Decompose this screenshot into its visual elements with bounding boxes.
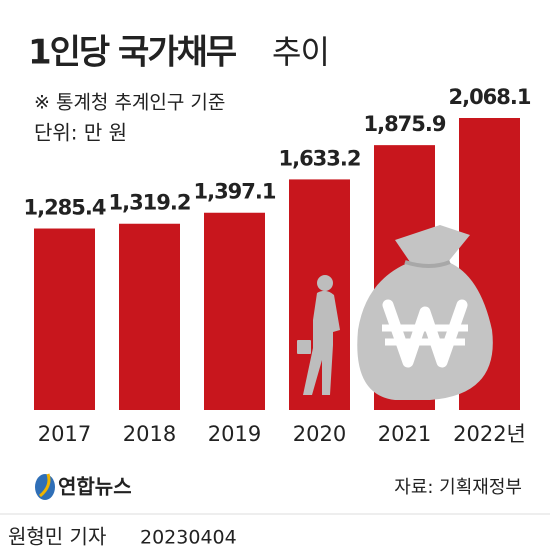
value-label: 2,068.1 (448, 85, 530, 109)
value-label: 1,319.2 (108, 191, 190, 215)
x-tick-label: 2020 (293, 422, 346, 446)
unit: 단위: 만 원 (34, 121, 127, 145)
source: 자료: 기획재정부 (394, 477, 522, 498)
bar (119, 223, 180, 410)
bar (204, 212, 265, 410)
chart-title: 1인당 국가채무 (28, 33, 237, 73)
x-tick-label: 2017 (38, 422, 91, 446)
x-tick-label: 2019 (208, 422, 261, 446)
x-tick-label: 2018 (123, 422, 176, 446)
value-label: 1,285.4 (23, 196, 105, 220)
value-label: 1,633.2 (278, 146, 360, 170)
logo: 연합뉴스 (35, 473, 132, 500)
chart-title-suffix: 추이 (272, 33, 329, 71)
byline: 원형민 기자 (8, 525, 106, 549)
value-label: 1,875.9 (363, 112, 445, 136)
x-tick-label: 2021 (378, 422, 431, 446)
note: ※ 통계청 추계인구 기준 (34, 92, 225, 114)
value-label: 1,397.1 (193, 180, 275, 204)
logo-text: 연합뉴스 (58, 475, 132, 499)
date: 20230404 (140, 527, 237, 549)
bar (34, 228, 95, 410)
person-illustration (297, 275, 340, 395)
x-tick-label: 2022년 (453, 422, 526, 446)
money-bag-illustration (357, 225, 493, 400)
